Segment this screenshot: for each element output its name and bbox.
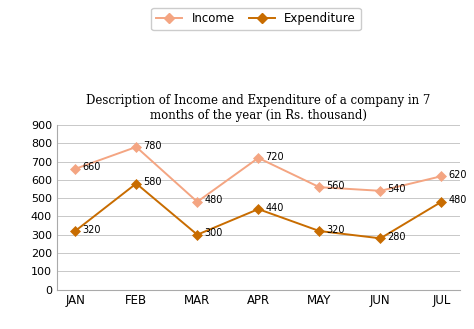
Text: 480: 480	[204, 195, 223, 205]
Text: 280: 280	[387, 232, 406, 242]
Text: 720: 720	[265, 152, 284, 162]
Text: 320: 320	[326, 225, 345, 235]
Text: 480: 480	[448, 195, 467, 205]
Text: 540: 540	[387, 185, 406, 194]
Text: 580: 580	[143, 177, 162, 187]
Text: 300: 300	[204, 228, 223, 238]
Text: 320: 320	[82, 225, 100, 235]
Text: 440: 440	[265, 203, 283, 213]
Legend: Income, Expenditure: Income, Expenditure	[151, 8, 361, 30]
Text: 780: 780	[143, 140, 162, 151]
Text: 660: 660	[82, 163, 100, 172]
Text: 620: 620	[448, 170, 467, 180]
Title: Description of Income and Expenditure of a company in 7
months of the year (in R: Description of Income and Expenditure of…	[86, 94, 430, 122]
Text: 560: 560	[326, 181, 345, 191]
